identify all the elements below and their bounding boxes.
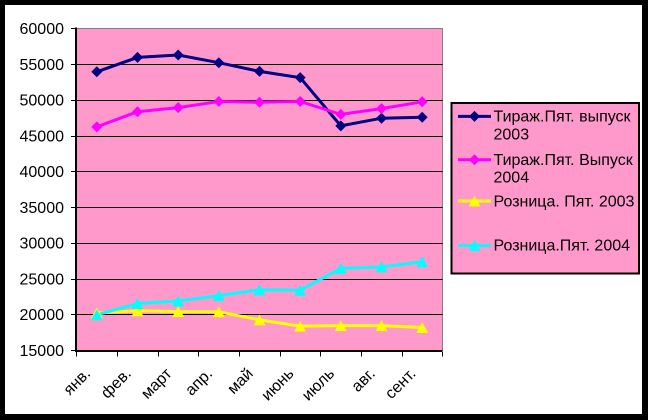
svg-text:30000: 30000 [20, 236, 65, 253]
svg-text:Розница.Пят. 2004: Розница.Пят. 2004 [494, 238, 631, 255]
svg-text:60000: 60000 [20, 21, 65, 38]
svg-text:Тираж.Пят. Выпуск: Тираж.Пят. Выпуск [494, 152, 634, 169]
svg-text:15000: 15000 [20, 343, 65, 360]
svg-text:20000: 20000 [20, 307, 65, 324]
svg-text:35000: 35000 [20, 200, 65, 217]
svg-text:2003: 2003 [494, 127, 530, 144]
svg-text:Розница. Пят. 2003: Розница. Пят. 2003 [494, 193, 635, 210]
svg-text:Тираж.Пят. выпуск: Тираж.Пят. выпуск [494, 109, 632, 126]
svg-text:45000: 45000 [20, 128, 65, 145]
svg-text:40000: 40000 [20, 164, 65, 181]
svg-text:25000: 25000 [20, 271, 65, 288]
svg-text:55000: 55000 [20, 57, 65, 74]
svg-text:50000: 50000 [20, 93, 65, 110]
svg-text:2004: 2004 [494, 170, 530, 187]
